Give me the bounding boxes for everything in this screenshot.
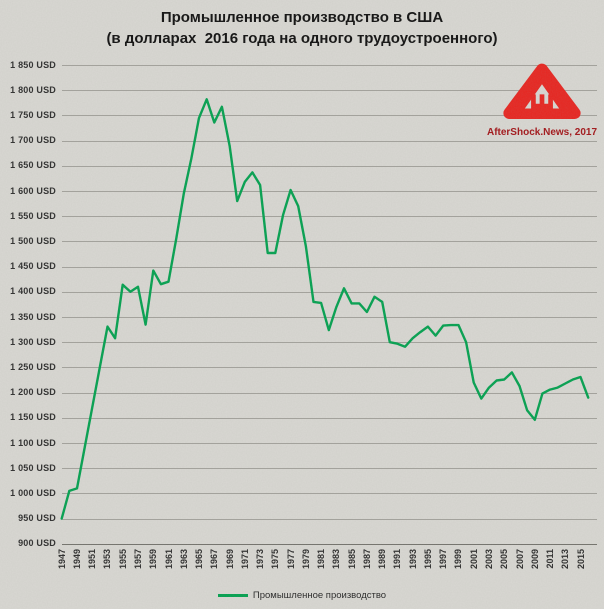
watermark-credit: AfterShock.News, 2017 <box>486 127 598 138</box>
watermark: AfterShock.News, 2017 <box>486 60 598 138</box>
aftershock-logo <box>503 63 581 119</box>
chart-subtitle: (в долларах 2016 года на одного трудоуст… <box>106 30 498 47</box>
chart-header: Промышленное производство в США (в долла… <box>0 7 604 49</box>
series-line <box>60 98 590 520</box>
legend: Промышленное производство <box>0 590 604 601</box>
legend-label: Промышленное производство <box>252 590 387 601</box>
chart-title: Промышленное производство в США <box>160 9 444 26</box>
legend-swatch <box>217 594 248 597</box>
